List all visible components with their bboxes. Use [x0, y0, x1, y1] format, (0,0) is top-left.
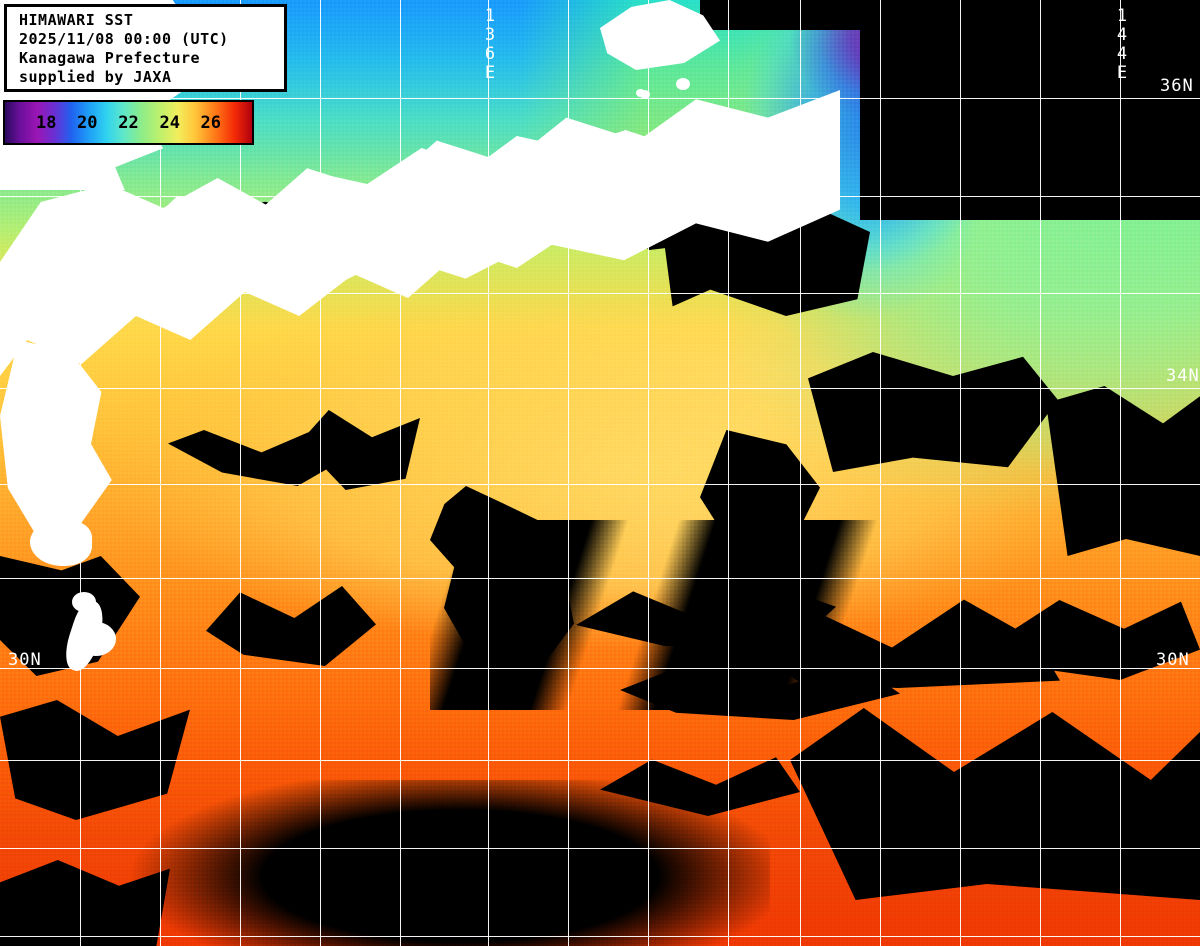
cloud-patch: [130, 780, 770, 946]
legend-credit: supplied by JAXA: [19, 68, 172, 86]
cloud-patch: [808, 352, 1058, 472]
landmass-island-small-8: [636, 89, 645, 97]
legend-region: Kanagawa Prefecture: [19, 49, 201, 67]
colorbar-gradient: [5, 102, 252, 143]
colorbar-tick-20: 20: [77, 112, 98, 133]
cloud-patch: [860, 0, 1200, 220]
temperature-colorbar: 18 20 22 24 26: [3, 100, 254, 145]
legend-title: HIMAWARI SST: [19, 11, 134, 29]
landmass-island-small-7: [640, 90, 650, 99]
colorbar-tick-labels: 18 20 22 24 26: [5, 102, 252, 143]
colorbar-tick-26: 26: [200, 112, 221, 133]
landmass-island-small-6: [676, 78, 690, 90]
landmass-island-small-5: [540, 160, 558, 176]
info-legend-box: HIMAWARI SST 2025/11/08 00:00 (UTC) Kana…: [4, 4, 287, 92]
colorbar-tick-22: 22: [118, 112, 139, 133]
cloud-patch: [700, 0, 875, 30]
landmass-island-small-1: [30, 520, 92, 566]
legend-datetime: 2025/11/08 00:00 (UTC): [19, 30, 229, 48]
colorbar-tick-24: 24: [159, 112, 180, 133]
colorbar-tick-18: 18: [35, 112, 57, 133]
